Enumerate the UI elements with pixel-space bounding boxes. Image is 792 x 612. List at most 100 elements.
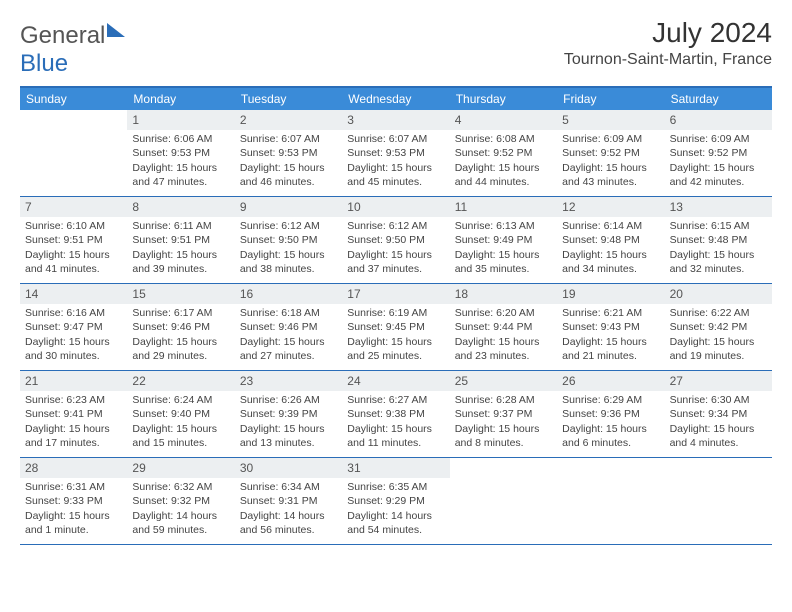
day-cell — [450, 458, 557, 544]
sunset-text: Sunset: 9:48 PM — [562, 233, 659, 247]
day-body: Sunrise: 6:07 AMSunset: 9:53 PMDaylight:… — [342, 130, 449, 195]
daylight-text: Daylight: 15 hours and 45 minutes. — [347, 161, 444, 189]
day-body: Sunrise: 6:15 AMSunset: 9:48 PMDaylight:… — [665, 217, 772, 282]
week-row: 21Sunrise: 6:23 AMSunset: 9:41 PMDayligh… — [20, 371, 772, 458]
daylight-text: Daylight: 15 hours and 39 minutes. — [132, 248, 229, 276]
sunset-text: Sunset: 9:50 PM — [347, 233, 444, 247]
daylight-text: Daylight: 15 hours and 25 minutes. — [347, 335, 444, 363]
sunset-text: Sunset: 9:42 PM — [670, 320, 767, 334]
logo-word-2: Blue — [20, 50, 68, 77]
day-body: Sunrise: 6:30 AMSunset: 9:34 PMDaylight:… — [665, 391, 772, 456]
daylight-text: Daylight: 15 hours and 38 minutes. — [240, 248, 337, 276]
day-number: 18 — [450, 284, 557, 304]
day-body: Sunrise: 6:31 AMSunset: 9:33 PMDaylight:… — [20, 478, 127, 543]
weekday-header: Sunday — [20, 88, 127, 110]
day-body: Sunrise: 6:08 AMSunset: 9:52 PMDaylight:… — [450, 130, 557, 195]
day-cell: 8Sunrise: 6:11 AMSunset: 9:51 PMDaylight… — [127, 197, 234, 283]
daylight-text: Daylight: 15 hours and 23 minutes. — [455, 335, 552, 363]
day-number: 8 — [127, 197, 234, 217]
weekday-header: Thursday — [450, 88, 557, 110]
sunset-text: Sunset: 9:51 PM — [25, 233, 122, 247]
sunrise-text: Sunrise: 6:20 AM — [455, 306, 552, 320]
day-body: Sunrise: 6:32 AMSunset: 9:32 PMDaylight:… — [127, 478, 234, 543]
weekday-header: Wednesday — [342, 88, 449, 110]
day-body: Sunrise: 6:07 AMSunset: 9:53 PMDaylight:… — [235, 130, 342, 195]
day-cell: 23Sunrise: 6:26 AMSunset: 9:39 PMDayligh… — [235, 371, 342, 457]
day-body: Sunrise: 6:20 AMSunset: 9:44 PMDaylight:… — [450, 304, 557, 369]
sunset-text: Sunset: 9:46 PM — [240, 320, 337, 334]
daylight-text: Daylight: 15 hours and 27 minutes. — [240, 335, 337, 363]
day-cell: 27Sunrise: 6:30 AMSunset: 9:34 PMDayligh… — [665, 371, 772, 457]
day-number: 22 — [127, 371, 234, 391]
sunset-text: Sunset: 9:43 PM — [562, 320, 659, 334]
sunset-text: Sunset: 9:39 PM — [240, 407, 337, 421]
day-number: 11 — [450, 197, 557, 217]
sunrise-text: Sunrise: 6:06 AM — [132, 132, 229, 146]
day-body: Sunrise: 6:18 AMSunset: 9:46 PMDaylight:… — [235, 304, 342, 369]
day-cell: 3Sunrise: 6:07 AMSunset: 9:53 PMDaylight… — [342, 110, 449, 196]
day-cell: 10Sunrise: 6:12 AMSunset: 9:50 PMDayligh… — [342, 197, 449, 283]
sunset-text: Sunset: 9:52 PM — [670, 146, 767, 160]
weekday-header-row: SundayMondayTuesdayWednesdayThursdayFrid… — [20, 88, 772, 110]
day-cell: 30Sunrise: 6:34 AMSunset: 9:31 PMDayligh… — [235, 458, 342, 544]
sunset-text: Sunset: 9:31 PM — [240, 494, 337, 508]
sunrise-text: Sunrise: 6:35 AM — [347, 480, 444, 494]
sunset-text: Sunset: 9:40 PM — [132, 407, 229, 421]
day-cell: 20Sunrise: 6:22 AMSunset: 9:42 PMDayligh… — [665, 284, 772, 370]
logo-triangle-icon — [107, 23, 125, 37]
sunset-text: Sunset: 9:33 PM — [25, 494, 122, 508]
sunset-text: Sunset: 9:41 PM — [25, 407, 122, 421]
day-number: 31 — [342, 458, 449, 478]
sunrise-text: Sunrise: 6:28 AM — [455, 393, 552, 407]
day-number: 28 — [20, 458, 127, 478]
daylight-text: Daylight: 15 hours and 17 minutes. — [25, 422, 122, 450]
week-row: 1Sunrise: 6:06 AMSunset: 9:53 PMDaylight… — [20, 110, 772, 197]
day-body: Sunrise: 6:26 AMSunset: 9:39 PMDaylight:… — [235, 391, 342, 456]
day-body: Sunrise: 6:09 AMSunset: 9:52 PMDaylight:… — [665, 130, 772, 195]
sunset-text: Sunset: 9:47 PM — [25, 320, 122, 334]
daylight-text: Daylight: 15 hours and 6 minutes. — [562, 422, 659, 450]
day-cell: 7Sunrise: 6:10 AMSunset: 9:51 PMDaylight… — [20, 197, 127, 283]
day-cell — [557, 458, 664, 544]
sunset-text: Sunset: 9:51 PM — [132, 233, 229, 247]
day-cell: 26Sunrise: 6:29 AMSunset: 9:36 PMDayligh… — [557, 371, 664, 457]
sunrise-text: Sunrise: 6:14 AM — [562, 219, 659, 233]
sunrise-text: Sunrise: 6:26 AM — [240, 393, 337, 407]
day-cell: 29Sunrise: 6:32 AMSunset: 9:32 PMDayligh… — [127, 458, 234, 544]
day-cell: 15Sunrise: 6:17 AMSunset: 9:46 PMDayligh… — [127, 284, 234, 370]
sunrise-text: Sunrise: 6:12 AM — [347, 219, 444, 233]
day-cell: 25Sunrise: 6:28 AMSunset: 9:37 PMDayligh… — [450, 371, 557, 457]
day-cell: 28Sunrise: 6:31 AMSunset: 9:33 PMDayligh… — [20, 458, 127, 544]
daylight-text: Daylight: 15 hours and 34 minutes. — [562, 248, 659, 276]
sunset-text: Sunset: 9:53 PM — [347, 146, 444, 160]
day-number: 16 — [235, 284, 342, 304]
daylight-text: Daylight: 15 hours and 8 minutes. — [455, 422, 552, 450]
sunset-text: Sunset: 9:49 PM — [455, 233, 552, 247]
day-cell: 5Sunrise: 6:09 AMSunset: 9:52 PMDaylight… — [557, 110, 664, 196]
day-number: 23 — [235, 371, 342, 391]
day-body: Sunrise: 6:16 AMSunset: 9:47 PMDaylight:… — [20, 304, 127, 369]
day-number: 20 — [665, 284, 772, 304]
week-row: 7Sunrise: 6:10 AMSunset: 9:51 PMDaylight… — [20, 197, 772, 284]
sunset-text: Sunset: 9:46 PM — [132, 320, 229, 334]
sunrise-text: Sunrise: 6:10 AM — [25, 219, 122, 233]
day-cell: 13Sunrise: 6:15 AMSunset: 9:48 PMDayligh… — [665, 197, 772, 283]
day-cell: 2Sunrise: 6:07 AMSunset: 9:53 PMDaylight… — [235, 110, 342, 196]
sunrise-text: Sunrise: 6:27 AM — [347, 393, 444, 407]
sunrise-text: Sunrise: 6:16 AM — [25, 306, 122, 320]
day-number: 4 — [450, 110, 557, 130]
daylight-text: Daylight: 15 hours and 47 minutes. — [132, 161, 229, 189]
day-body: Sunrise: 6:35 AMSunset: 9:29 PMDaylight:… — [342, 478, 449, 543]
day-number: 12 — [557, 197, 664, 217]
sunrise-text: Sunrise: 6:07 AM — [240, 132, 337, 146]
week-row: 14Sunrise: 6:16 AMSunset: 9:47 PMDayligh… — [20, 284, 772, 371]
day-number: 25 — [450, 371, 557, 391]
sunrise-text: Sunrise: 6:34 AM — [240, 480, 337, 494]
daylight-text: Daylight: 15 hours and 19 minutes. — [670, 335, 767, 363]
day-cell: 11Sunrise: 6:13 AMSunset: 9:49 PMDayligh… — [450, 197, 557, 283]
day-body: Sunrise: 6:21 AMSunset: 9:43 PMDaylight:… — [557, 304, 664, 369]
day-number: 19 — [557, 284, 664, 304]
week-row: 28Sunrise: 6:31 AMSunset: 9:33 PMDayligh… — [20, 458, 772, 545]
daylight-text: Daylight: 15 hours and 43 minutes. — [562, 161, 659, 189]
day-cell: 1Sunrise: 6:06 AMSunset: 9:53 PMDaylight… — [127, 110, 234, 196]
